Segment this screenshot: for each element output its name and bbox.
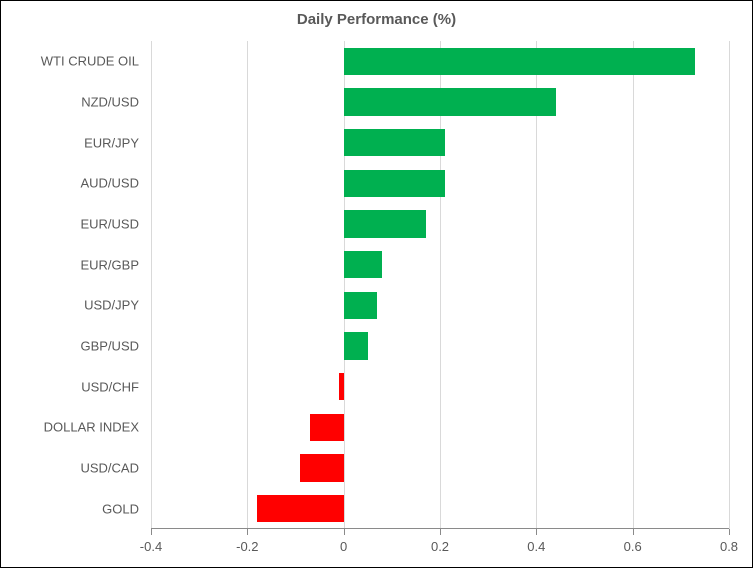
x-axis-line (151, 528, 729, 529)
x-tick-label: 0.2 (431, 539, 449, 554)
bar (344, 292, 378, 320)
bar (344, 251, 383, 279)
category-label: EUR/USD (1, 217, 139, 232)
bar (344, 332, 368, 360)
category-label: DOLLAR INDEX (1, 420, 139, 435)
x-tick-label: 0.4 (527, 539, 545, 554)
chart-container: Daily Performance (%) -0.4-0.200.20.40.6… (0, 0, 753, 568)
category-label: GOLD (1, 501, 139, 516)
category-label: EUR/GBP (1, 257, 139, 272)
x-tick-label: 0.8 (720, 539, 738, 554)
category-label: NZD/USD (1, 95, 139, 110)
category-label: AUD/USD (1, 176, 139, 191)
x-tick-label: -0.4 (140, 539, 162, 554)
gridline (633, 41, 634, 529)
x-tick-label: -0.2 (236, 539, 258, 554)
x-tick-label: 0 (340, 539, 347, 554)
axis-tick (440, 529, 441, 535)
axis-tick (344, 529, 345, 535)
bar (257, 495, 344, 523)
bar (344, 129, 445, 157)
category-label: USD/CAD (1, 461, 139, 476)
bar (300, 454, 343, 482)
bar (310, 414, 344, 442)
bar (344, 88, 556, 116)
category-label: USD/CHF (1, 379, 139, 394)
x-tick-label: 0.6 (624, 539, 642, 554)
category-label: USD/JPY (1, 298, 139, 313)
bar (344, 48, 696, 76)
category-label: WTI CRUDE OIL (1, 54, 139, 69)
gridline (247, 41, 248, 529)
gridline (729, 41, 730, 529)
category-label: EUR/JPY (1, 135, 139, 150)
axis-tick (729, 529, 730, 535)
bar (344, 210, 426, 238)
chart-title: Daily Performance (%) (1, 11, 752, 28)
axis-tick (633, 529, 634, 535)
axis-tick (151, 529, 152, 535)
axis-tick (247, 529, 248, 535)
gridline (151, 41, 152, 529)
category-label: GBP/USD (1, 339, 139, 354)
axis-tick (536, 529, 537, 535)
bar (339, 373, 344, 401)
bar (344, 170, 445, 198)
plot-area: -0.4-0.200.20.40.60.8WTI CRUDE OILNZD/US… (151, 41, 729, 529)
